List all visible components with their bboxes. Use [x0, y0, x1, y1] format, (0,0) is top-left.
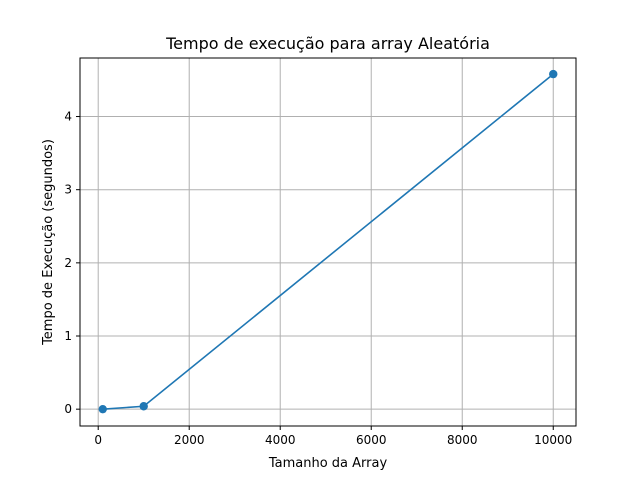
data-point: [139, 402, 148, 411]
y-axis-label: Tempo de Execução (segundos): [41, 139, 56, 346]
data-point: [549, 69, 558, 79]
data-point: [98, 404, 107, 414]
axis-ticks: 0 2000 4000 6000 8000 10000 0 1 2 3 4: [64, 110, 572, 447]
plot-frame: [79, 57, 577, 427]
x-tick-label: 2000: [174, 433, 205, 447]
grid: [80, 58, 576, 426]
x-axis-label: Tamanho da Array: [268, 456, 388, 471]
x-tick-label: 6000: [356, 433, 387, 447]
y-tick-label: 2: [64, 256, 72, 270]
y-tick-label: 3: [64, 183, 72, 197]
plot-series: [98, 69, 558, 414]
y-tick-label: 0: [64, 402, 72, 416]
y-tick-label: 1: [64, 329, 72, 343]
y-tick-label: 4: [64, 110, 72, 124]
chart-title: Tempo de execução para array Aleatória: [165, 34, 490, 53]
x-tick-label: 10000: [534, 433, 572, 447]
x-tick-label: 0: [94, 433, 102, 447]
x-tick-label: 4000: [265, 433, 296, 447]
x-tick-label: 8000: [447, 433, 478, 447]
